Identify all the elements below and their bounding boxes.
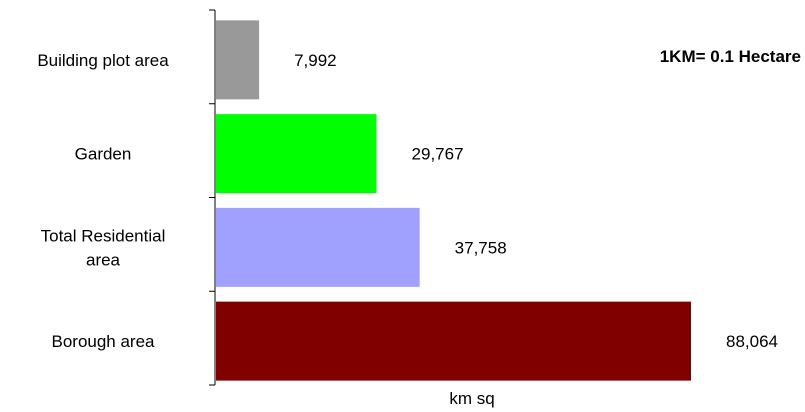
unit-note: 1KM= 0.1 Hectare: [659, 47, 801, 66]
category-label-line: Total Residential: [41, 226, 166, 245]
value-labels-group: 7,992 29,767 37,758 88,064: [294, 51, 778, 351]
bar-borough-area: [216, 301, 691, 381]
value-label-total-residential-area: 37,758: [455, 238, 507, 257]
category-label-borough-area: Borough area: [51, 332, 155, 351]
value-label-borough-area: 88,064: [726, 332, 778, 351]
value-label-building-plot-area: 7,992: [294, 51, 337, 70]
category-label-line: area: [86, 250, 121, 269]
value-label-garden: 29,767: [412, 145, 464, 164]
category-labels-group: Building plot area Garden Total Residentia…: [37, 51, 169, 351]
category-label-building-plot-area: Building plot area: [37, 51, 169, 70]
category-label-line: Borough area: [51, 332, 155, 351]
bar-total-residential-area: [216, 207, 420, 287]
category-label-garden: Garden: [75, 145, 132, 164]
category-label-line: Building plot area: [37, 51, 169, 70]
bar-building-plot-area: [216, 20, 260, 100]
bars-group: [216, 20, 691, 381]
bar-garden: [216, 114, 377, 194]
y-axis-ticks: [209, 9, 215, 386]
category-label-total-residential-area: Total Residential area: [41, 226, 166, 269]
category-label-line: Garden: [75, 145, 132, 164]
x-axis-label: km sq: [449, 389, 494, 408]
